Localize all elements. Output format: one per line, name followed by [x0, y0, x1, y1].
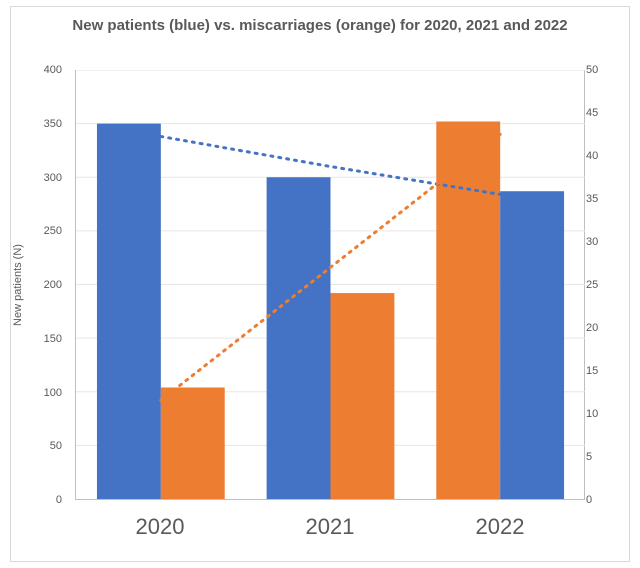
y-tick: 250 — [44, 225, 62, 237]
x-tick: 2022 — [475, 514, 524, 540]
x-tick: 2020 — [136, 514, 185, 540]
y2-tick: 50 — [586, 64, 598, 76]
plot-area — [75, 70, 585, 500]
y2-tick: 15 — [586, 365, 598, 377]
y2-tick: 5 — [586, 451, 592, 463]
y2-tick: 20 — [586, 322, 598, 334]
x-tick: 2021 — [306, 514, 355, 540]
bar-new-patients-2020 — [97, 124, 161, 499]
y-tick: 300 — [44, 172, 62, 184]
y-tick: 100 — [44, 387, 62, 399]
y2-tick: 40 — [586, 150, 598, 162]
y-tick: 400 — [44, 64, 62, 76]
chart-svg — [76, 70, 585, 499]
y2-tick: 35 — [586, 193, 598, 205]
bar-new-patients-2022 — [500, 191, 564, 499]
y-axis-left-ticks: 0 50 100 150 200 250 300 350 400 — [0, 70, 70, 500]
bar-miscarriages-2020 — [161, 387, 225, 499]
y2-tick: 45 — [586, 107, 598, 119]
bar-miscarriages-2021 — [331, 293, 395, 499]
bar-new-patients-2021 — [267, 177, 331, 499]
y-tick: 150 — [44, 333, 62, 345]
chart-container: New patients (blue) vs. miscarriages (or… — [0, 0, 640, 568]
x-axis-ticks: 2020 2021 2022 — [75, 506, 585, 546]
y-tick: 0 — [56, 494, 62, 506]
chart-title: New patients (blue) vs. miscarriages (or… — [40, 16, 600, 36]
y2-tick: 10 — [586, 408, 598, 420]
y-tick: 50 — [50, 440, 62, 452]
y-tick: 350 — [44, 118, 62, 130]
y2-tick: 0 — [586, 494, 592, 506]
y2-tick: 25 — [586, 279, 598, 291]
y-tick: 200 — [44, 279, 62, 291]
y2-tick: 30 — [586, 236, 598, 248]
